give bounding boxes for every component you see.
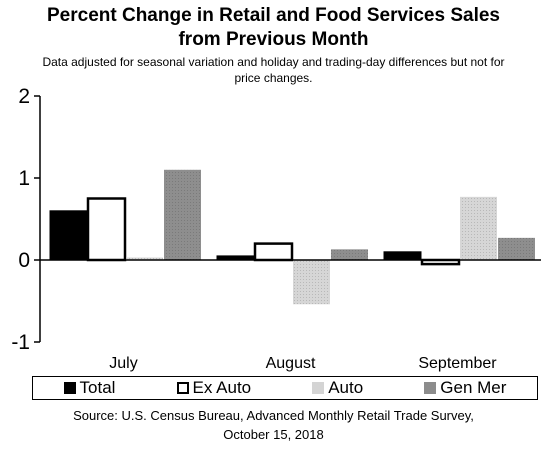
bar-auto-august: [293, 260, 330, 305]
x-category-label: July: [109, 355, 137, 372]
chart-subtitle: Data adjusted for seasonal variation and…: [42, 55, 505, 85]
y-tick-label: 1: [18, 167, 30, 190]
bar-auto-september: [460, 196, 497, 260]
legend-label-gen-mer: Gen Mer: [440, 378, 507, 397]
bar-gen-mer-july: [164, 169, 201, 260]
bar-total-september: [383, 251, 422, 261]
legend-label-auto: Auto: [328, 378, 364, 397]
legend-item-total: Total: [63, 378, 116, 398]
legend-swatch-ex-auto: [176, 382, 189, 394]
bar-ex-auto-august: [253, 242, 294, 262]
x-category-label: September: [418, 355, 497, 372]
y-tick-label: 2: [18, 85, 30, 108]
legend-item-ex-auto: Ex Auto: [176, 378, 252, 398]
legend-swatch-gen-mer: [424, 382, 437, 394]
chart-title: Percent Change in Retail and Food Servic…: [47, 5, 500, 50]
bar-gen-mer-august: [331, 249, 368, 260]
bar-auto-july: [126, 257, 163, 260]
y-tick-label: 0: [18, 249, 30, 272]
bar-gen-mer-september: [498, 237, 535, 260]
legend-swatch-auto: [312, 382, 325, 394]
y-tick-label: -1: [11, 331, 30, 354]
bar-total-july: [49, 210, 88, 261]
legend-label-ex-auto: Ex Auto: [192, 378, 252, 397]
x-category-label: August: [266, 355, 316, 372]
legend-item-auto: Auto: [312, 378, 363, 398]
legend: Total Ex Auto Auto Gen Mer: [32, 376, 538, 400]
source-note: Source: U.S. Census Bureau, Advanced Mon…: [73, 408, 474, 442]
bar-ex-auto-july: [86, 197, 127, 262]
legend-item-gen-mer: Gen Mer: [424, 378, 506, 398]
legend-swatch-total: [63, 382, 76, 394]
legend-label-total: Total: [79, 378, 116, 397]
